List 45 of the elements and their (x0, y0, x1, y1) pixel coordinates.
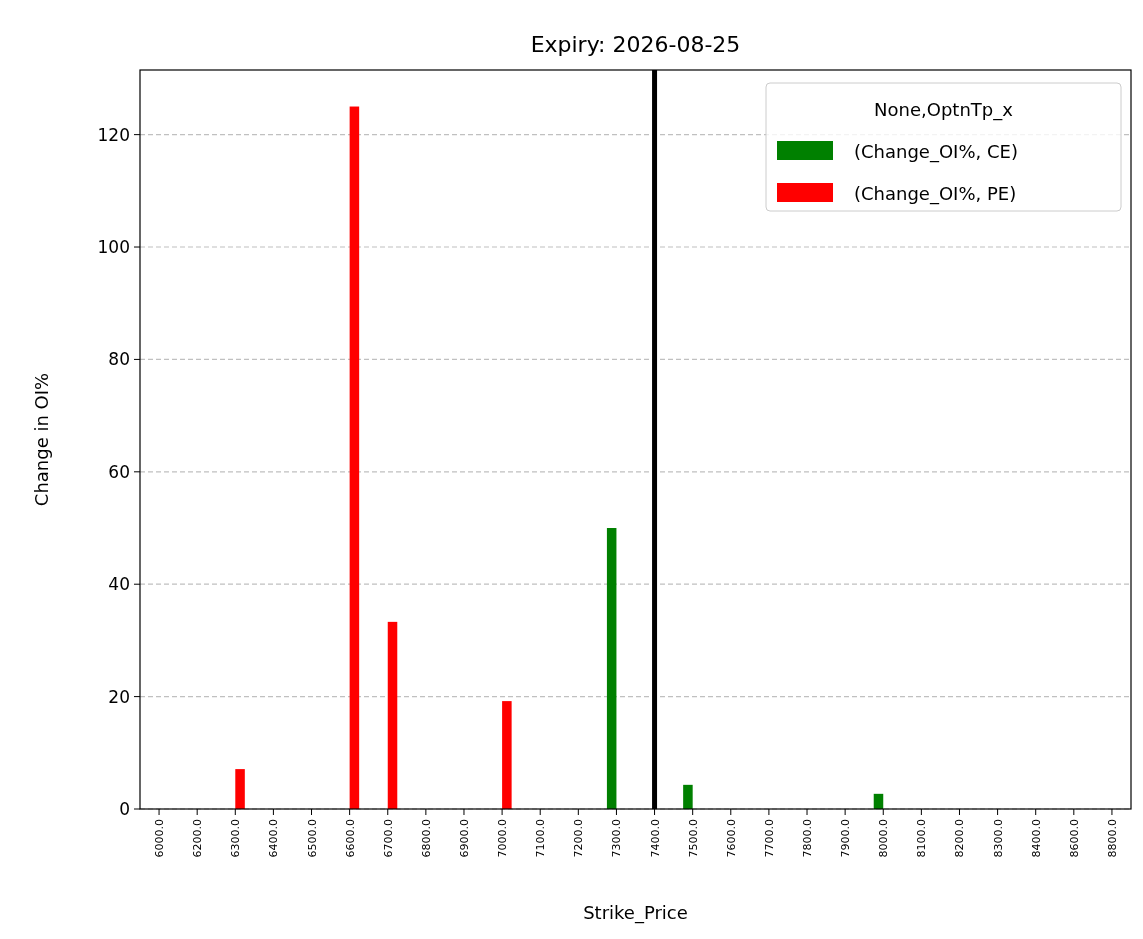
x-tick-label: 7400.0 (648, 819, 662, 858)
x-tick-label: 8100.0 (915, 819, 929, 858)
x-tick-label: 7700.0 (762, 819, 776, 858)
x-axis-title: Strike_Price (583, 902, 688, 924)
x-tick-label: 7200.0 (572, 819, 586, 858)
bar (349, 106, 360, 809)
x-tick-label: 8200.0 (953, 819, 967, 858)
y-tick-label: 100 (97, 237, 130, 258)
y-axis-title: Change in OI% (31, 372, 52, 507)
bar (683, 784, 693, 809)
x-tick-label: 6900.0 (457, 819, 471, 858)
x-tick-label: 6300.0 (229, 819, 243, 858)
x-tick-label: 6700.0 (381, 819, 395, 858)
x-tick-label: 6400.0 (267, 819, 281, 858)
x-tick-label: 6600.0 (343, 819, 357, 858)
bar (606, 528, 617, 809)
x-tick-label: 7900.0 (839, 819, 853, 858)
bar (387, 621, 398, 809)
x-tick-label: 7800.0 (801, 819, 815, 858)
x-tick-label: 7000.0 (496, 819, 510, 858)
legend-label: (Change_OI%, CE) (854, 141, 1018, 163)
y-tick-label: 0 (119, 799, 130, 819)
x-tick-label: 8000.0 (877, 819, 891, 858)
x-tick-label: 7100.0 (534, 819, 548, 858)
x-tick-label: 7500.0 (686, 819, 700, 858)
chart-title: Expiry: 2026-08-25 (530, 32, 741, 57)
y-tick-label: 120 (97, 124, 130, 145)
x-tick-label: 7300.0 (610, 819, 624, 858)
bar (502, 701, 512, 809)
y-tick-label: 20 (108, 686, 130, 707)
x-tick-label: 8800.0 (1105, 819, 1119, 858)
legend-title: None,OptnTp_x (874, 99, 1014, 121)
x-tick-label: 6800.0 (419, 819, 433, 858)
y-tick-label: 40 (108, 574, 130, 595)
x-tick-label: 6200.0 (191, 819, 205, 858)
x-tick-label: 6000.0 (153, 819, 167, 858)
y-tick-label: 60 (108, 461, 130, 482)
y-tick-label: 80 (108, 349, 130, 370)
x-tick-label: 8600.0 (1067, 819, 1081, 858)
x-tick-label: 7600.0 (724, 819, 738, 858)
x-tick-label: 8400.0 (1029, 819, 1043, 858)
bar (235, 769, 245, 809)
x-tick-label: 6500.0 (305, 819, 319, 858)
legend-label: (Change_OI%, PE) (854, 183, 1017, 205)
x-tick-label: 8300.0 (991, 819, 1005, 858)
